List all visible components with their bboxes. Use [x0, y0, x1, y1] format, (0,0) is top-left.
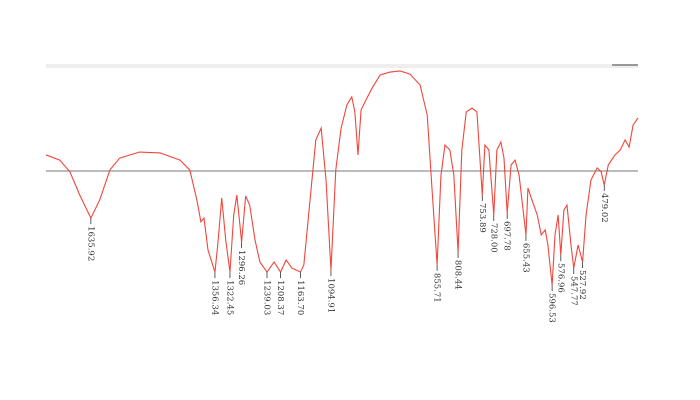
peak-label: 1094.91 [325, 278, 335, 313]
peak-label: 1208.37 [275, 280, 285, 315]
peak-label: 1635.92 [85, 226, 95, 261]
peak-label: 728.00 [488, 223, 498, 253]
peak-label: 576.96 [555, 263, 565, 293]
peak-label: 479.02 [599, 193, 609, 223]
peak-label: 855.71 [432, 273, 442, 303]
peak-label: 1239.03 [261, 280, 271, 315]
peak-label: 808.44 [453, 260, 463, 290]
peak-label: 697.78 [502, 221, 512, 251]
peak-label: 1322.45 [224, 280, 234, 315]
top-bar [46, 64, 638, 68]
peak-label: 655.43 [520, 243, 530, 273]
peak-label: 1296.26 [236, 250, 246, 285]
peak-label: 547.77 [568, 276, 578, 306]
spectrum-line [45, 70, 639, 286]
peak-label: 1356.34 [209, 280, 219, 315]
top-bar-handle [612, 64, 638, 66]
peak-label: 527.92 [577, 270, 587, 300]
peak-label: 1163.70 [295, 280, 305, 315]
peak-label: 596.53 [547, 293, 557, 323]
peak-label: 753.89 [477, 203, 487, 233]
